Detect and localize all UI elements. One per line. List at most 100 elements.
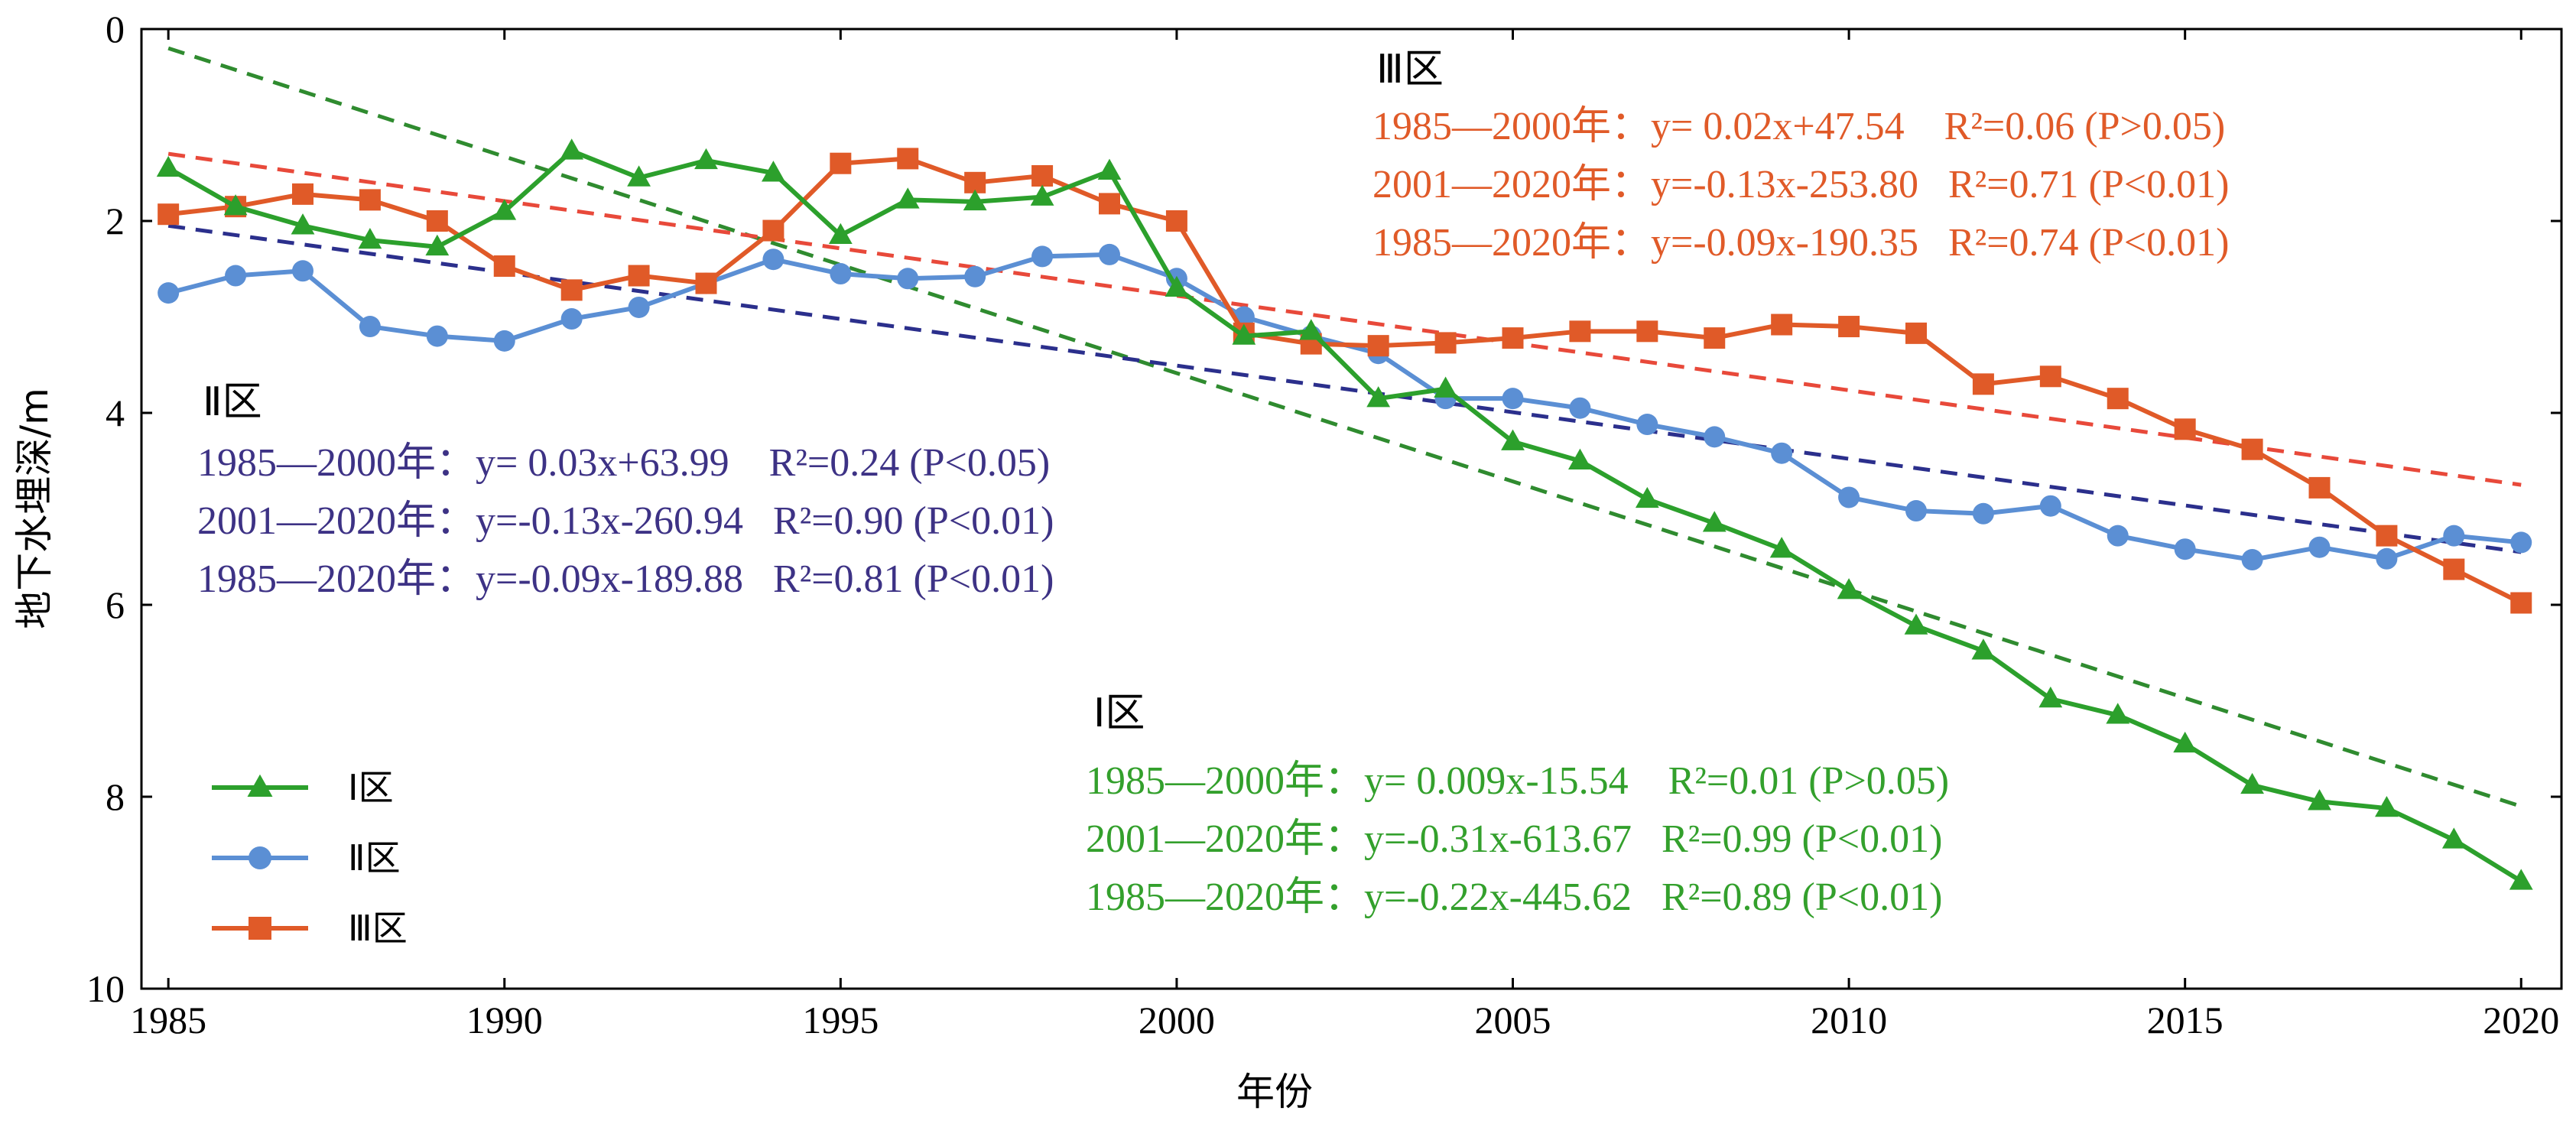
data-point-circle (1569, 397, 1591, 419)
data-point-triangle (1030, 184, 1054, 206)
regression-equation: 1985—2000年：y= 0.009x-15.54 R²=0.01 (P>0.… (1086, 759, 1949, 803)
y-axis-title: 地下水埋深/m (12, 388, 57, 629)
legend: Ⅰ区 Ⅱ区 Ⅲ区 (212, 767, 408, 949)
data-point-triangle (694, 148, 718, 170)
data-point-triangle (895, 187, 920, 209)
annotation-zone-title: Ⅲ区 (1376, 47, 1444, 93)
regression-equation: 1985—2000年：y= 0.03x+63.99 R²=0.24 (P<0.0… (197, 441, 1050, 485)
data-point-triangle (1232, 323, 1256, 345)
x-tick-label: 2005 (1475, 999, 1551, 1041)
data-point-triangle (2308, 789, 2331, 811)
data-point-square (1838, 316, 1860, 338)
x-tick-label: 2010 (1811, 999, 1887, 1041)
regression-annotations: Ⅲ区 1985—2000年：y= 0.02x+47.54 R²=0.06 (P>0… (197, 47, 2229, 919)
data-point-square (695, 272, 717, 294)
data-point-circle (1704, 426, 1726, 448)
data-point-triangle (2441, 827, 2466, 849)
data-point-circle (426, 325, 448, 347)
trend-line (167, 46, 2522, 808)
trend-line (167, 223, 2522, 554)
data-point-triangle (425, 234, 450, 256)
data-point-square (1771, 313, 1793, 336)
legend-entry: Ⅰ区 (212, 767, 394, 808)
data-point-square (1972, 373, 1994, 395)
y-tick-label: 10 (86, 967, 125, 1010)
data-point-square (1704, 327, 1726, 349)
annotation-block: Ⅰ区 1985—2000年：y= 0.009x-15.54 R²=0.01 (P>… (1086, 690, 1949, 919)
x-tick-label: 2015 (2147, 999, 2224, 1041)
y-tick-label: 4 (106, 391, 125, 434)
data-point-circle (2174, 538, 2196, 560)
regression-equation: 1985—2020年：y=-0.09x-189.88 R²=0.81 (P<0.… (197, 557, 1054, 601)
annotation-block: Ⅲ区 1985—2000年：y= 0.02x+47.54 R²=0.06 (P>0… (1372, 47, 2229, 265)
data-point-square (1905, 322, 1927, 344)
data-point-square (1434, 332, 1457, 354)
data-point-triangle (1501, 429, 1525, 450)
data-point-circle (560, 308, 583, 330)
data-point-square (2510, 592, 2532, 614)
data-point-circle (897, 268, 919, 290)
data-point-square (2308, 476, 2331, 499)
data-series (156, 138, 2533, 890)
trend-line (167, 151, 2522, 487)
data-point-circle (225, 265, 247, 287)
data-point-square (1636, 320, 1658, 343)
data-point-square (249, 917, 271, 940)
data-point-square (359, 189, 381, 211)
x-tick-label: 1990 (466, 999, 543, 1041)
data-point-square (2039, 365, 2061, 388)
x-axis-title: 年份 (1236, 1070, 1313, 1114)
legend-entry: Ⅱ区 (212, 837, 401, 879)
data-point-circle (2443, 525, 2465, 547)
x-tick-label: 1985 (130, 999, 206, 1041)
legend-label: Ⅲ区 (348, 908, 408, 949)
data-point-square (560, 279, 583, 301)
data-point-circle (158, 282, 180, 304)
data-point-circle (1905, 500, 1927, 522)
x-tick-label: 1995 (802, 999, 879, 1041)
data-point-triangle (223, 194, 248, 216)
data-point-square (628, 265, 650, 287)
data-point-triangle (492, 199, 517, 220)
data-point-square (1099, 193, 1120, 215)
data-point-square (2107, 388, 2129, 410)
data-point-triangle (1434, 376, 1457, 398)
trend-lines (167, 46, 2522, 808)
data-point-triangle (1702, 511, 1727, 532)
data-point-circle (2308, 536, 2331, 558)
regression-equation: 2001—2020年：y=-0.31x-613.67 R²=0.99 (P<0.… (1086, 817, 1942, 861)
data-point-square (2376, 525, 2398, 547)
data-point-triangle (156, 155, 180, 177)
data-point-circle (1636, 414, 1658, 436)
data-point-square (2241, 438, 2263, 460)
regression-equation: 2001—2020年：y=-0.13x-260.94 R²=0.90 (P<0.… (197, 499, 1054, 543)
data-point-circle (359, 316, 381, 338)
y-tick-label: 2 (106, 200, 125, 242)
data-point-triangle (762, 161, 785, 182)
data-point-circle (2241, 549, 2263, 571)
y-tick-label: 0 (106, 8, 125, 50)
data-point-triangle (2106, 703, 2130, 724)
y-tick-label: 6 (106, 583, 125, 626)
data-point-circle (2039, 495, 2061, 517)
legend-label: Ⅱ区 (348, 837, 401, 879)
data-point-square (1569, 320, 1591, 343)
data-point-square (158, 203, 180, 226)
data-point-square (897, 148, 919, 170)
data-point-triangle (358, 228, 382, 249)
data-point-circle (249, 846, 271, 869)
data-point-triangle (1904, 613, 1928, 635)
series-1 (156, 138, 2533, 890)
data-point-circle (2376, 547, 2398, 570)
legend-entry: Ⅲ区 (212, 908, 408, 949)
data-point-square (1031, 165, 1054, 187)
data-point-square (1165, 210, 1187, 232)
data-point-circle (762, 249, 784, 271)
data-point-triangle (1568, 448, 1592, 469)
axis-ticks: 1985 1990 1995 2000 2005 2010 2015 2020 0 2 4 6 8 10 (86, 8, 2561, 1041)
data-point-triangle (1097, 158, 1122, 180)
data-point-square (493, 255, 515, 277)
data-point-triangle (1837, 578, 1861, 599)
data-point-triangle (247, 774, 273, 797)
